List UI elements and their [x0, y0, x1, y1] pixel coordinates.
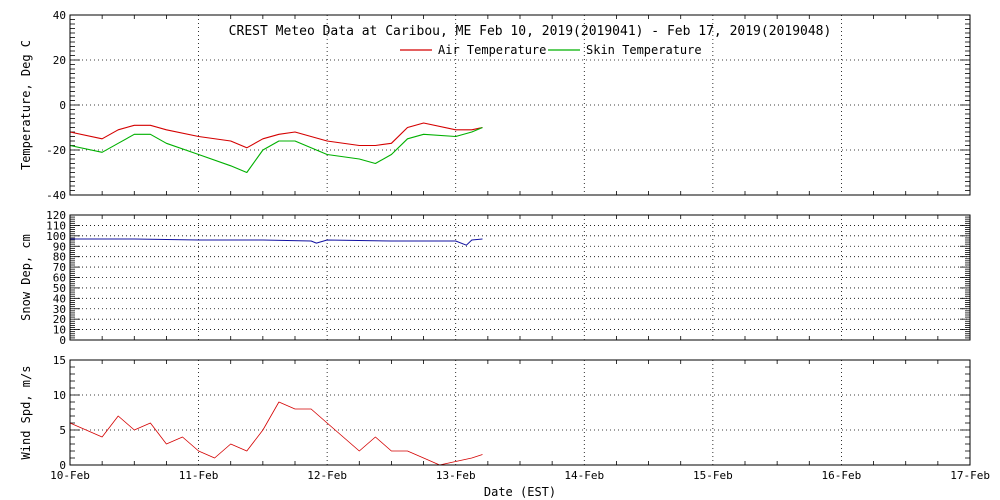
x-tick-label: 12-Feb: [307, 469, 347, 482]
y-axis-title: Wind Spd, m/s: [19, 366, 33, 460]
y-tick-label: 0: [59, 99, 66, 112]
x-tick-label: 16-Feb: [822, 469, 862, 482]
x-axis-title: Date (EST): [484, 485, 556, 499]
y-tick-label: 40: [53, 292, 66, 305]
y-tick-label: 70: [53, 261, 66, 274]
y-tick-label: 0: [59, 334, 66, 347]
y-tick-label: 120: [46, 209, 66, 222]
legend: Air Temperature Skin Temperature: [400, 43, 702, 57]
y-tick-label: -20: [46, 144, 66, 157]
y-tick-label: 20: [53, 54, 66, 67]
legend-skin-temperature-label: Skin Temperature: [586, 43, 702, 57]
y-tick-label: 10: [53, 324, 66, 337]
x-tick-label: 13-Feb: [436, 469, 476, 482]
x-axis-tick-labels: 10-Feb 11-Feb 12-Feb 13-Feb 14-Feb 15-Feb 16-F…: [50, 469, 990, 482]
y-tick-label: 60: [53, 272, 66, 285]
y-tick-label: 5: [59, 424, 66, 437]
y-tick-label: 0: [59, 459, 66, 472]
series-line: [70, 238, 483, 246]
wind-speed-panel: 0 5 10 15 Wind Spd, m/s: [19, 354, 971, 472]
y-axis-title: Temperature, Deg C: [19, 40, 33, 170]
plot-frame: [69, 14, 971, 196]
chart-title: CREST Meteo Data at Caribou, ME Feb 10, …: [229, 24, 832, 39]
y-tick-label: 80: [53, 251, 66, 264]
y-tick-label: 15: [53, 354, 66, 367]
x-tick-label: 17-Feb: [950, 469, 990, 482]
y-tick-label: 90: [53, 240, 66, 253]
y-tick-label: 40: [53, 9, 66, 22]
series-line: [69, 401, 483, 466]
x-tick-label: 15-Feb: [693, 469, 733, 482]
x-tick-label: 11-Feb: [179, 469, 219, 482]
series-line: [69, 126, 483, 174]
y-tick-label: 100: [46, 230, 66, 243]
y-tick-label: -40: [46, 189, 66, 202]
y-tick-label: 50: [53, 282, 66, 295]
x-tick-label: 14-Feb: [564, 469, 604, 482]
y-tick-label: 110: [46, 219, 66, 232]
y-axis-title: Snow Dep, cm: [19, 234, 33, 321]
x-tick-label: 10-Feb: [50, 469, 90, 482]
plot-frame: [69, 214, 971, 341]
series-line: [69, 122, 483, 149]
temperature-panel: -40 -20 0 20 40 Temperature, Deg C: [19, 9, 971, 202]
y-tick-label: 30: [53, 303, 66, 316]
legend-air-temperature-label: Air Temperature: [438, 43, 546, 57]
y-tick-label: 10: [53, 389, 66, 402]
plot-frame: [69, 359, 971, 466]
y-tick-label: 20: [53, 313, 66, 326]
